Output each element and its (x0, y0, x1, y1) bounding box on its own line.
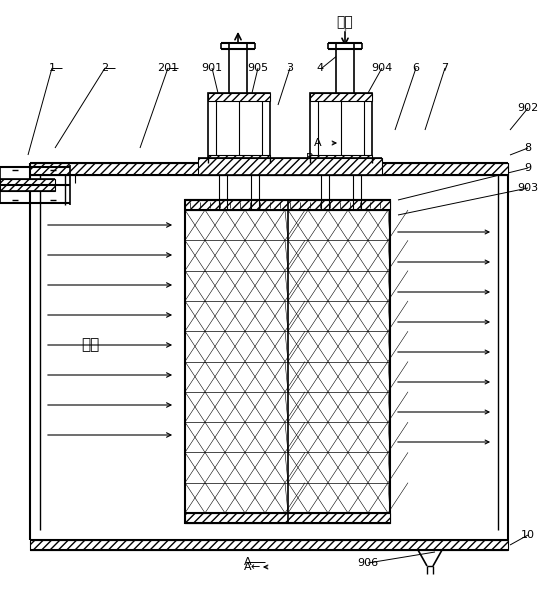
Bar (185, 200, 390, 210)
Text: B: B (306, 153, 314, 163)
Text: A: A (244, 557, 252, 567)
Text: 气体: 气体 (81, 337, 99, 352)
Text: 8: 8 (524, 143, 531, 153)
Text: A: A (244, 562, 252, 572)
Bar (310, 93, 372, 163)
Text: 904: 904 (371, 63, 393, 73)
Bar (30, 163, 508, 175)
Text: A: A (314, 138, 322, 148)
Bar (0, 179, 55, 191)
Text: 10: 10 (521, 530, 535, 540)
Bar (30, 540, 508, 550)
Text: 7: 7 (441, 63, 449, 73)
Bar (198, 158, 382, 175)
Text: 6: 6 (413, 63, 419, 73)
Text: 902: 902 (517, 103, 539, 113)
Text: 3: 3 (287, 63, 293, 73)
Text: 906: 906 (357, 558, 379, 568)
Text: 901: 901 (202, 63, 222, 73)
Text: 9: 9 (524, 163, 531, 173)
Text: 5: 5 (347, 63, 353, 73)
Text: 2: 2 (101, 63, 109, 73)
Text: 4: 4 (316, 63, 324, 73)
Bar (336, 43, 354, 93)
Bar (208, 93, 270, 163)
Text: 905: 905 (248, 63, 269, 73)
Bar (208, 155, 270, 163)
Bar (310, 155, 372, 163)
Bar (208, 93, 270, 101)
Bar (185, 513, 390, 523)
Text: 903: 903 (517, 183, 539, 193)
Text: 1: 1 (49, 63, 55, 73)
Text: 201: 201 (157, 63, 179, 73)
Bar (185, 200, 390, 523)
Bar (310, 93, 372, 101)
Bar (229, 43, 247, 93)
Text: 液体: 液体 (337, 15, 353, 29)
Text: ←: ← (250, 562, 260, 572)
